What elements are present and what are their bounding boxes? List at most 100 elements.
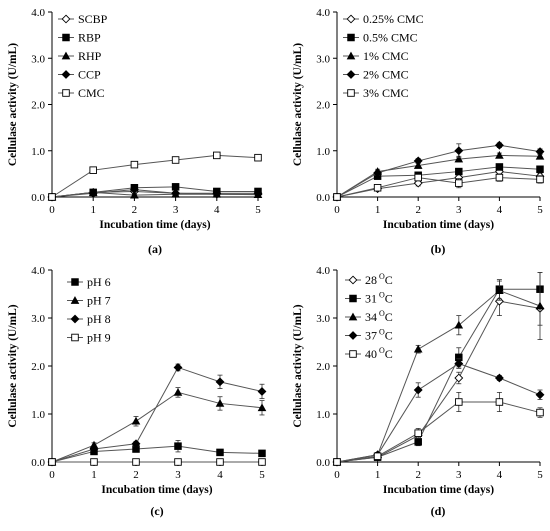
data-point bbox=[48, 458, 56, 466]
series-4 bbox=[47, 185, 263, 202]
x-axis-label: Incubation time (days) bbox=[101, 484, 212, 496]
series-3 bbox=[47, 363, 267, 467]
legend-label: 3% CMC bbox=[363, 86, 409, 100]
data-point bbox=[373, 452, 382, 460]
y-tick-label: 4.0 bbox=[31, 7, 45, 19]
data-point bbox=[535, 390, 545, 400]
panel-label: (b) bbox=[431, 242, 446, 256]
x-tick-label: 1 bbox=[375, 469, 381, 481]
data-point bbox=[455, 398, 463, 406]
series-5 bbox=[333, 391, 544, 466]
panel-label: (a) bbox=[148, 242, 162, 256]
series-line bbox=[336, 144, 541, 198]
x-tick-label: 2 bbox=[415, 469, 421, 481]
y-tick-label: 3.0 bbox=[31, 53, 45, 65]
chart-panel-b: 0.0 1.0 2.0 3.0 4.0 0 1 2 3 4 5 Incubation time (da… bbox=[292, 7, 545, 256]
data-point bbox=[89, 166, 97, 174]
series-4 bbox=[332, 358, 545, 467]
legend-marker bbox=[346, 51, 356, 60]
x-tick-label: 2 bbox=[133, 469, 139, 481]
series-line bbox=[51, 189, 258, 198]
series-2 bbox=[333, 163, 544, 201]
data-point bbox=[215, 377, 225, 387]
series-5 bbox=[333, 173, 544, 201]
series-line bbox=[336, 401, 541, 463]
legend-marker bbox=[61, 70, 71, 79]
x-tick-label: 3 bbox=[173, 204, 179, 216]
legend-label: 40 OC bbox=[365, 346, 393, 361]
x-tick-label: 5 bbox=[537, 469, 543, 481]
data-point bbox=[257, 403, 267, 412]
legend-label: 1% CMC bbox=[363, 49, 409, 63]
data-point bbox=[536, 408, 544, 417]
data-point bbox=[257, 387, 267, 396]
y-tick-label: 0.0 bbox=[316, 457, 330, 469]
series-4 bbox=[332, 140, 545, 202]
legend-label: 28 OC bbox=[365, 272, 393, 287]
data-point bbox=[333, 458, 341, 466]
legend-marker bbox=[62, 33, 70, 42]
legend-marker bbox=[61, 51, 71, 60]
y-tick-label: 4.0 bbox=[31, 265, 45, 277]
panel-label: (d) bbox=[431, 504, 446, 518]
legend-label: pH 8 bbox=[87, 312, 111, 326]
data-point bbox=[373, 183, 382, 192]
x-axis-label: Incubation time (days) bbox=[383, 219, 494, 231]
data-point bbox=[494, 373, 504, 383]
x-tick-label: 0 bbox=[334, 204, 340, 216]
data-point bbox=[130, 190, 139, 199]
series-line bbox=[51, 391, 263, 463]
series-5 bbox=[48, 151, 262, 201]
x-axis-label: Incubation time (days) bbox=[383, 484, 494, 496]
series-line bbox=[336, 300, 541, 463]
legend-label: RBP bbox=[78, 31, 101, 45]
data-point bbox=[132, 458, 140, 466]
legend-label: pH 6 bbox=[87, 275, 111, 289]
data-point bbox=[495, 398, 504, 406]
legend-label: SCBP bbox=[78, 12, 108, 26]
data-point bbox=[258, 449, 266, 458]
data-point bbox=[495, 173, 504, 182]
series-2 bbox=[47, 387, 267, 466]
data-point bbox=[413, 156, 423, 166]
y-tick-label: 2.0 bbox=[31, 361, 45, 373]
legend-label: 0.25% CMC bbox=[363, 12, 424, 26]
data-point bbox=[535, 147, 545, 157]
data-point bbox=[173, 387, 183, 396]
series-line bbox=[51, 445, 263, 463]
y-tick-label: 1.0 bbox=[31, 409, 45, 421]
series-line bbox=[336, 177, 541, 198]
x-tick-label: 5 bbox=[259, 469, 265, 481]
x-tick-label: 3 bbox=[175, 469, 181, 481]
data-point bbox=[536, 175, 544, 184]
data-point bbox=[454, 359, 464, 369]
y-axis-label: Cellulase activity (U/mL) bbox=[7, 304, 19, 427]
legend-label: 0.5% CMC bbox=[363, 31, 418, 45]
legend-marker bbox=[61, 14, 71, 24]
y-tick-label: 2.0 bbox=[316, 361, 330, 373]
legend-marker bbox=[347, 89, 355, 97]
series-line bbox=[336, 166, 541, 198]
data-point bbox=[131, 439, 141, 449]
legend-marker bbox=[346, 70, 356, 79]
y-tick-label: 0.0 bbox=[316, 192, 330, 204]
data-point bbox=[129, 185, 139, 195]
x-tick-label: 3 bbox=[456, 469, 462, 481]
legend-marker bbox=[348, 275, 358, 285]
data-point bbox=[454, 320, 464, 329]
y-tick-label: 4.0 bbox=[316, 7, 330, 19]
data-point bbox=[494, 296, 504, 306]
data-point bbox=[216, 458, 224, 466]
series-line bbox=[336, 288, 540, 463]
series-1 bbox=[332, 167, 545, 202]
data-point bbox=[535, 301, 545, 310]
legend-marker bbox=[62, 89, 70, 97]
data-point bbox=[495, 286, 504, 294]
legend-label: 37 OC bbox=[365, 328, 393, 343]
legend-label: pH 7 bbox=[87, 294, 111, 308]
legend-label: RHP bbox=[78, 49, 102, 63]
x-tick-label: 4 bbox=[497, 469, 503, 481]
series-line bbox=[336, 154, 541, 198]
series-3 bbox=[332, 150, 545, 201]
